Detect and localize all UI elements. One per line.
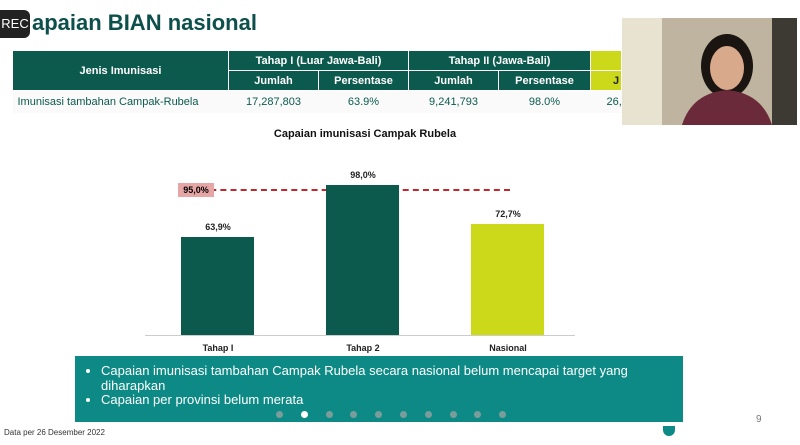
- cell: 63.9%: [318, 90, 409, 113]
- carousel-dot[interactable]: [300, 411, 308, 418]
- page-number: 9: [756, 414, 762, 425]
- carousel-dot[interactable]: [424, 411, 432, 418]
- carousel-dot[interactable]: [375, 411, 383, 418]
- logo-icon: [663, 426, 675, 436]
- immunization-table: Jenis Imunisasi Tahap I (Luar Jawa-Bali)…: [12, 50, 623, 113]
- category-label: Tahap I: [202, 343, 234, 353]
- subheader: Jumlah: [408, 70, 499, 91]
- category-label: Tahap 2: [346, 343, 380, 353]
- footer-note: Data per 26 Desember 2022: [4, 428, 105, 437]
- cell: 98.0%: [498, 90, 591, 113]
- bar: [326, 185, 399, 335]
- header-tahap1: Tahap I (Luar Jawa-Bali): [228, 50, 409, 71]
- value-label: 63,9%: [205, 222, 231, 233]
- subheader: J: [589, 70, 623, 91]
- page-title: apaian BIAN nasional: [32, 10, 257, 35]
- bar: [471, 223, 544, 335]
- header-jenis: Jenis Imunisasi: [12, 50, 229, 91]
- bullet: Capaian per provinsi belum merata: [101, 392, 671, 408]
- webcam-overlay: [622, 18, 797, 125]
- bar: [181, 237, 254, 335]
- recording-badge: REC: [0, 10, 30, 38]
- carousel-dot[interactable]: [276, 411, 283, 418]
- category-label: Nasional: [489, 343, 527, 353]
- cell: 9,241,793: [408, 90, 499, 113]
- presenter-video: [622, 18, 797, 125]
- target-label: 95,0%: [178, 182, 214, 197]
- chart-title: Capaian imunisasi Campak Rubela: [273, 128, 457, 140]
- subheader: Persentase: [498, 70, 591, 91]
- header-tahap2: Tahap II (Jawa-Bali): [408, 50, 591, 71]
- cell: 17,287,803: [228, 90, 319, 113]
- carousel-dot[interactable]: [449, 411, 457, 418]
- cell: Imunisasi tambahan Campak-Rubela: [12, 90, 229, 113]
- subheader: Jumlah: [228, 70, 319, 91]
- x-axis: [145, 335, 575, 336]
- value-label: 98,0%: [350, 170, 376, 180]
- bullet: Capaian imunisasi tambahan Campak Rubela…: [101, 363, 671, 393]
- carousel-dot[interactable]: [400, 411, 407, 418]
- carousel-dot[interactable]: [325, 411, 333, 418]
- subheader: Persentase: [318, 70, 409, 91]
- header-total: [589, 50, 623, 71]
- table-row: Imunisasi tambahan Campak-Rubela 17,287,…: [12, 90, 622, 113]
- carousel-dot[interactable]: [350, 411, 358, 418]
- value-label: 72,7%: [495, 208, 521, 219]
- carousel-dot[interactable]: [499, 411, 507, 418]
- carousel-dot[interactable]: [474, 411, 482, 418]
- cell: 26,: [590, 90, 622, 113]
